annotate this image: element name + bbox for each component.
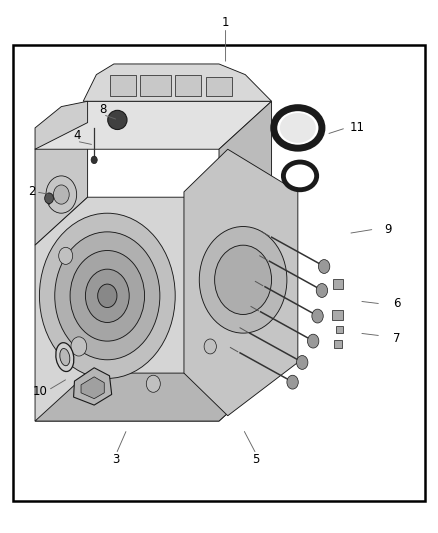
- Circle shape: [146, 375, 160, 392]
- Text: 10: 10: [33, 385, 48, 398]
- Text: 5: 5: [253, 453, 260, 466]
- Text: 1: 1: [222, 16, 230, 29]
- Polygon shape: [35, 197, 272, 421]
- Text: 9: 9: [384, 223, 392, 236]
- Polygon shape: [35, 101, 88, 245]
- Text: 6: 6: [392, 297, 400, 310]
- Circle shape: [46, 176, 77, 213]
- Polygon shape: [35, 373, 272, 421]
- Circle shape: [45, 193, 53, 204]
- Bar: [110, 75, 136, 96]
- Circle shape: [53, 185, 69, 204]
- Circle shape: [55, 232, 160, 360]
- Text: 4: 4: [73, 130, 81, 142]
- Bar: [206, 77, 232, 96]
- Ellipse shape: [56, 343, 74, 372]
- Bar: [140, 75, 171, 96]
- Text: 11: 11: [350, 122, 364, 134]
- Circle shape: [98, 284, 117, 308]
- Circle shape: [318, 260, 330, 273]
- Polygon shape: [219, 101, 272, 245]
- Circle shape: [39, 213, 175, 378]
- Bar: [13, 45, 425, 501]
- Bar: [175, 75, 201, 96]
- Text: 3: 3: [113, 453, 120, 466]
- Circle shape: [59, 247, 73, 264]
- Bar: [334, 340, 342, 348]
- Polygon shape: [184, 149, 298, 416]
- Ellipse shape: [280, 113, 316, 143]
- Text: 7: 7: [392, 332, 400, 345]
- Circle shape: [85, 269, 129, 322]
- Circle shape: [297, 356, 308, 369]
- Ellipse shape: [108, 110, 127, 130]
- Circle shape: [91, 156, 97, 164]
- Polygon shape: [35, 101, 88, 149]
- Circle shape: [70, 251, 145, 341]
- Polygon shape: [35, 101, 272, 149]
- Bar: [336, 326, 343, 333]
- Circle shape: [316, 284, 328, 297]
- Ellipse shape: [60, 349, 70, 366]
- Circle shape: [312, 309, 323, 323]
- Circle shape: [287, 375, 298, 389]
- Polygon shape: [81, 377, 104, 399]
- Bar: [333, 279, 343, 289]
- Circle shape: [215, 245, 272, 314]
- Circle shape: [71, 337, 87, 356]
- Circle shape: [199, 227, 287, 333]
- Circle shape: [307, 334, 319, 348]
- Polygon shape: [83, 64, 272, 101]
- Bar: [332, 310, 343, 320]
- Circle shape: [204, 339, 216, 354]
- Polygon shape: [74, 368, 112, 405]
- Text: 2: 2: [28, 185, 35, 198]
- Text: 8: 8: [99, 103, 106, 116]
